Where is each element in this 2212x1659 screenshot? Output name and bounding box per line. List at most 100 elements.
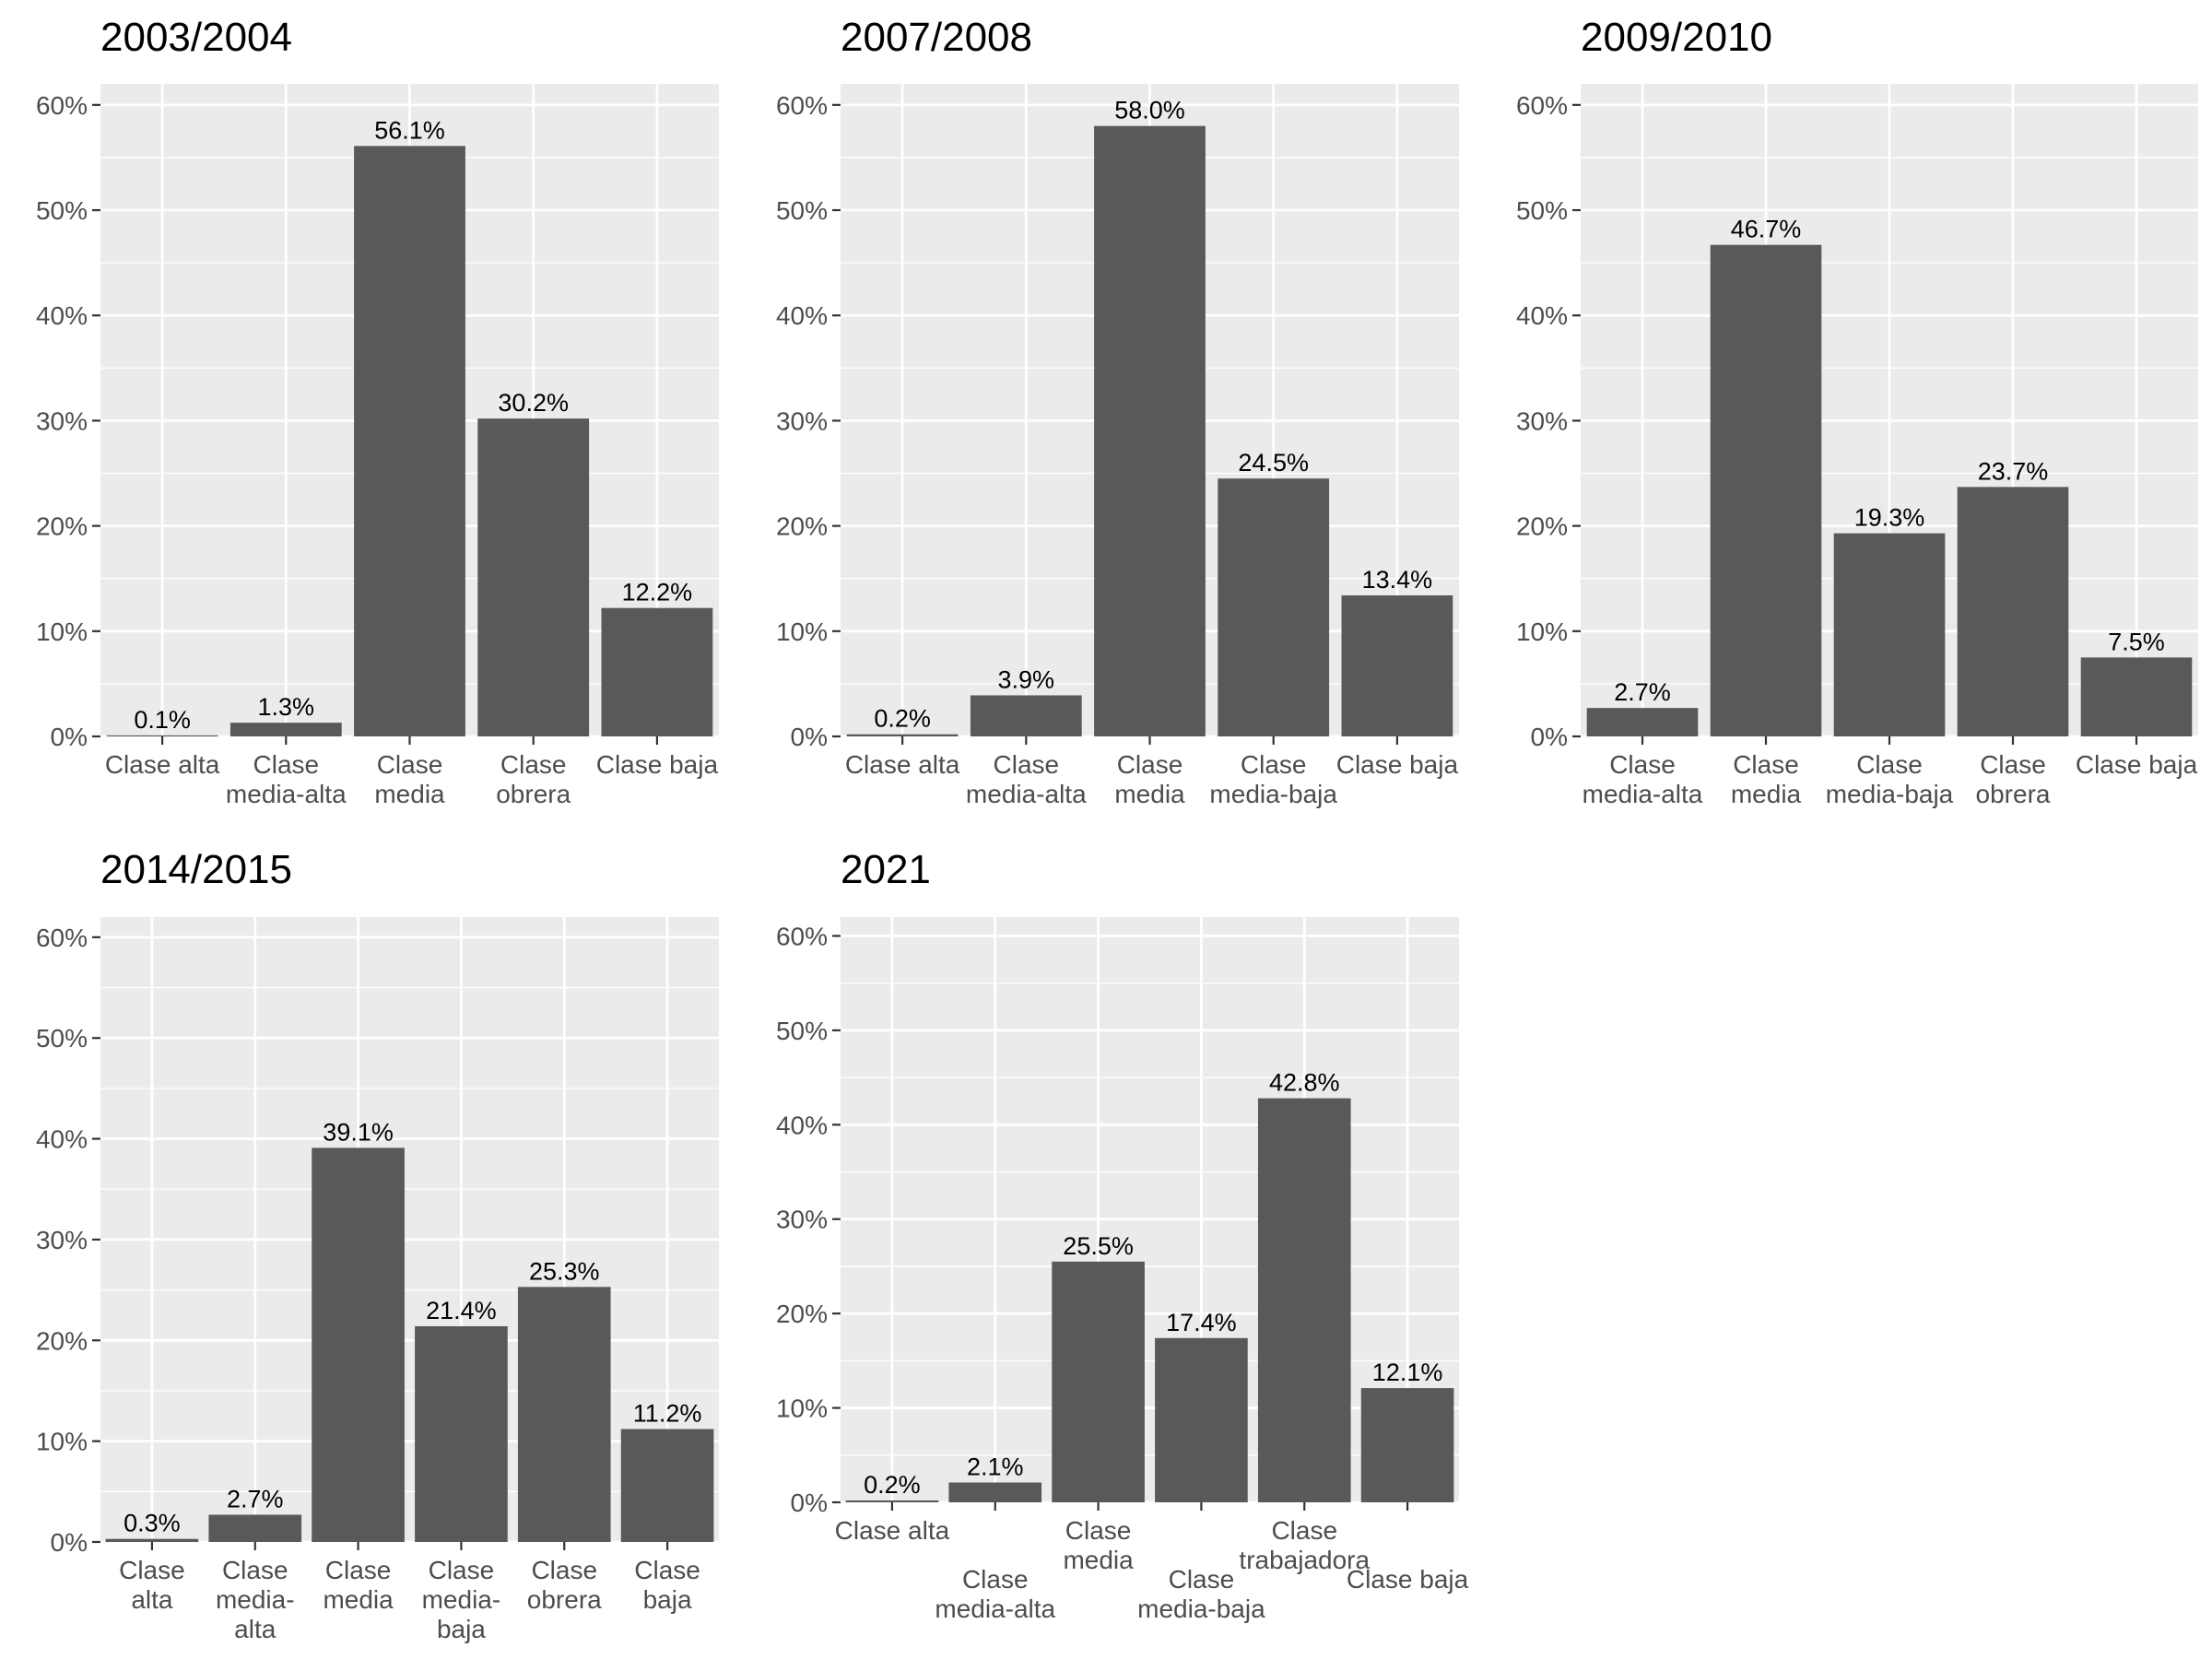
- chart-panel-5: 2021 0% 10% 20% 30% 40% 50% 60% 0.2% Clase alta 2.…: [776, 847, 1469, 1623]
- chart-title: 2021: [841, 847, 931, 892]
- x-tick-label: Clase media-baja: [1209, 750, 1337, 808]
- y-tick-label: 40%: [36, 301, 88, 330]
- x-tick-label: Clase media: [374, 750, 445, 808]
- data-label: 0.1%: [134, 706, 191, 734]
- data-label: 0.3%: [124, 1510, 181, 1537]
- data-label: 39.1%: [323, 1118, 394, 1146]
- y-tick-label: 50%: [36, 1024, 88, 1053]
- data-label: 2.7%: [1614, 678, 1671, 706]
- y-tick-label: 30%: [776, 406, 828, 435]
- bar: [1360, 1388, 1454, 1502]
- x-tick-label: Clase obrera: [527, 1556, 602, 1614]
- x-tick-label: Clase media-baja: [1137, 1565, 1265, 1623]
- x-tick-label: Clase media-alta: [935, 1565, 1055, 1623]
- bar: [1052, 1261, 1145, 1502]
- data-label: 25.3%: [529, 1257, 600, 1285]
- y-tick-label: 60%: [36, 91, 88, 120]
- data-label: 7.5%: [2108, 628, 2165, 655]
- bar: [477, 418, 590, 736]
- x-tick-label: Clase media-alta: [966, 750, 1087, 808]
- x-tick-label: Clase trabajadora: [1239, 1516, 1370, 1574]
- x-tick-label: Clase alta: [119, 1556, 185, 1614]
- x-tick-label: Clase baja: [1336, 750, 1459, 779]
- y-tick-label: 10%: [776, 1394, 828, 1423]
- bar: [846, 734, 959, 736]
- data-label: 30.2%: [498, 389, 569, 417]
- y-tick-label: 60%: [1516, 91, 1568, 120]
- data-label: 23.7%: [1978, 457, 2049, 485]
- data-label: 21.4%: [426, 1297, 497, 1324]
- data-label: 12.1%: [1372, 1359, 1443, 1386]
- bar: [208, 1514, 302, 1542]
- y-tick-label: 30%: [36, 406, 88, 435]
- data-label: 42.8%: [1269, 1069, 1340, 1097]
- data-label: 1.3%: [258, 693, 315, 721]
- chart-title: 2014/2015: [100, 847, 292, 892]
- plot-background: [841, 917, 1459, 1502]
- x-tick-label: Clase media-alta: [226, 750, 347, 808]
- bar: [970, 695, 1082, 736]
- y-tick-label: 40%: [1516, 301, 1568, 330]
- data-label: 24.5%: [1238, 449, 1309, 477]
- data-label: 56.1%: [374, 116, 445, 144]
- x-tick-label: Clase baja: [2076, 750, 2198, 779]
- bar: [948, 1482, 1042, 1502]
- x-tick-label: Clase media: [1114, 750, 1185, 808]
- data-label: 12.2%: [622, 579, 693, 606]
- bar: [106, 735, 218, 737]
- y-tick-label: 0%: [1531, 723, 1568, 751]
- y-tick-label: 30%: [776, 1206, 828, 1234]
- bar: [1094, 125, 1206, 736]
- x-tick-label: Clase baja: [596, 750, 719, 779]
- bar: [517, 1287, 611, 1542]
- bar: [1710, 244, 1822, 736]
- bar: [1218, 478, 1330, 736]
- data-label: 58.0%: [1114, 97, 1185, 124]
- data-label: 2.7%: [227, 1485, 284, 1512]
- data-label: 0.2%: [864, 1471, 921, 1499]
- data-label: 2.1%: [967, 1453, 1024, 1480]
- data-label: 3.9%: [998, 665, 1055, 693]
- bar: [1957, 487, 2069, 736]
- y-tick-label: 60%: [776, 91, 828, 120]
- y-tick-label: 20%: [776, 512, 828, 541]
- y-tick-label: 0%: [51, 1528, 88, 1557]
- y-tick-label: 60%: [776, 922, 828, 950]
- data-label: 13.4%: [1362, 566, 1433, 594]
- chart-title: 2007/2008: [841, 15, 1032, 60]
- bar: [620, 1429, 714, 1542]
- bar: [1257, 1098, 1351, 1502]
- y-tick-label: 10%: [36, 1428, 88, 1456]
- y-tick-label: 30%: [1516, 406, 1568, 435]
- y-tick-label: 40%: [776, 301, 828, 330]
- data-label: 17.4%: [1166, 1309, 1237, 1336]
- bar: [105, 1538, 199, 1542]
- y-tick-label: 40%: [36, 1125, 88, 1154]
- data-label: 25.5%: [1063, 1232, 1134, 1260]
- bar: [229, 723, 342, 736]
- x-tick-label: Clase media-alta: [216, 1556, 295, 1643]
- y-tick-label: 50%: [776, 1017, 828, 1045]
- plot-background: [100, 917, 719, 1542]
- bar: [312, 1147, 405, 1542]
- y-tick-label: 10%: [36, 618, 88, 646]
- chart-title: 2003/2004: [100, 15, 292, 60]
- y-tick-label: 20%: [1516, 512, 1568, 541]
- bar: [1586, 708, 1699, 736]
- y-tick-label: 20%: [36, 512, 88, 541]
- y-tick-label: 0%: [791, 1488, 828, 1517]
- x-tick-label: Clase media: [1731, 750, 1802, 808]
- y-tick-label: 60%: [36, 924, 88, 952]
- x-tick-label: Clase alta: [845, 750, 960, 779]
- y-tick-label: 40%: [776, 1111, 828, 1139]
- x-tick-label: Clase media: [1063, 1516, 1134, 1574]
- x-tick-label: Clase media-baja: [422, 1556, 501, 1643]
- y-tick-label: 10%: [1516, 618, 1568, 646]
- y-tick-label: 20%: [36, 1326, 88, 1355]
- chart-title: 2009/2010: [1581, 15, 1772, 60]
- x-tick-label: Clase baja: [634, 1556, 700, 1614]
- data-label: 0.2%: [874, 705, 931, 733]
- y-tick-label: 10%: [776, 618, 828, 646]
- x-tick-label: Clase alta: [105, 750, 220, 779]
- x-tick-label: Clase media-alta: [1583, 750, 1703, 808]
